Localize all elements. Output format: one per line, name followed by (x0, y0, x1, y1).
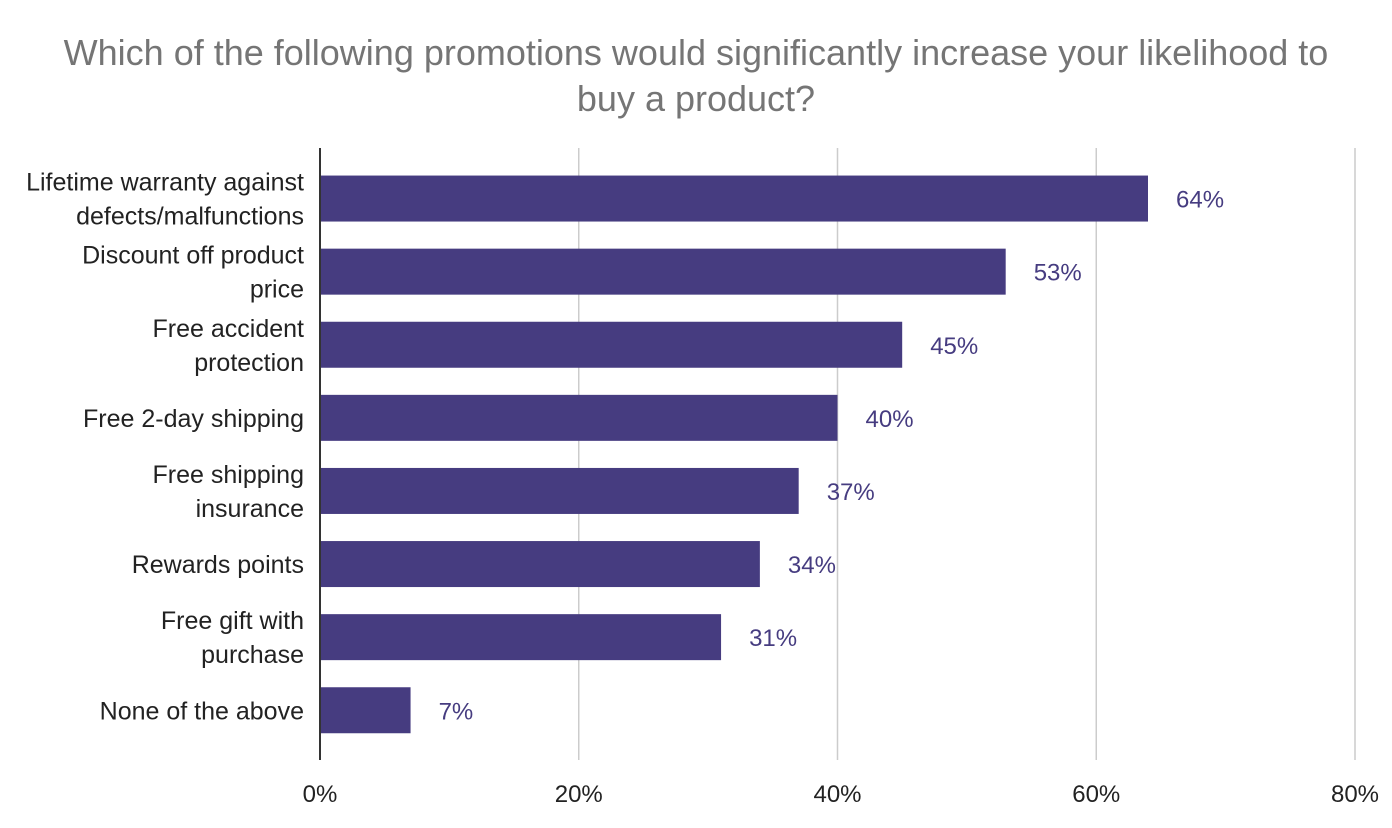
category-label: price (250, 276, 304, 304)
category-label: defects/malfunctions (76, 203, 304, 231)
bar (320, 614, 722, 661)
x-tick-label: 40% (813, 781, 861, 808)
category-label: Discount off product (82, 242, 304, 270)
category-label: Lifetime warranty against (26, 169, 304, 197)
bar (320, 175, 1148, 222)
category-label: Free gift with (161, 607, 304, 635)
data-label: 53% (1034, 260, 1082, 287)
bar (320, 248, 1006, 295)
bar (320, 321, 903, 368)
category-label: Free accident (153, 315, 305, 343)
data-label: 34% (788, 552, 836, 579)
data-label: 31% (749, 625, 797, 652)
bar (320, 541, 760, 588)
category-label: protection (194, 349, 304, 377)
x-tick-label: 60% (1072, 781, 1120, 808)
bar (320, 394, 838, 441)
bar (320, 467, 799, 514)
category-label: Rewards points (132, 551, 304, 579)
category-label: Free shipping (153, 461, 304, 489)
data-label: 40% (866, 406, 914, 433)
data-label: 7% (439, 698, 474, 725)
chart-title: Which of the following promotions would … (63, 32, 1329, 119)
data-label: 37% (827, 479, 875, 506)
x-tick-label: 80% (1331, 781, 1379, 808)
data-label: 45% (930, 333, 978, 360)
category-label: None of the above (100, 697, 304, 725)
x-tick-label: 0% (303, 781, 338, 808)
bar (320, 687, 411, 734)
data-label: 64% (1176, 187, 1224, 214)
category-label: Free 2-day shipping (83, 405, 304, 433)
category-label: purchase (201, 641, 304, 669)
category-label: insurance (196, 495, 304, 523)
x-tick-label: 20% (555, 781, 603, 808)
